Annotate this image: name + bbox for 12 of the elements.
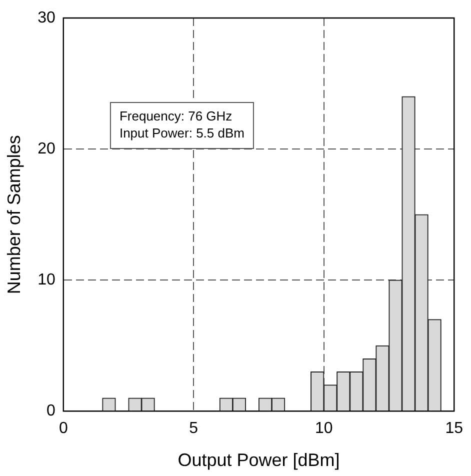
x-tick-label: 0 — [58, 420, 68, 438]
y-axis-title: Number of Samples — [4, 135, 24, 294]
x-tick-label: 15 — [445, 420, 464, 438]
y-tick-label: 10 — [38, 272, 56, 289]
annotation: Input Power: 5.5 dBm — [119, 126, 244, 141]
x-tick-label: 10 — [314, 420, 333, 438]
annotation: Frequency: 76 GHz — [119, 108, 232, 124]
y-tick-label: 30 — [38, 9, 56, 26]
y-tick-label: 20 — [38, 140, 56, 158]
y-tick-label: 0 — [46, 402, 56, 420]
x-axis-title: Output Power [dBm] — [178, 450, 340, 470]
x-tick-label: 5 — [189, 420, 198, 438]
